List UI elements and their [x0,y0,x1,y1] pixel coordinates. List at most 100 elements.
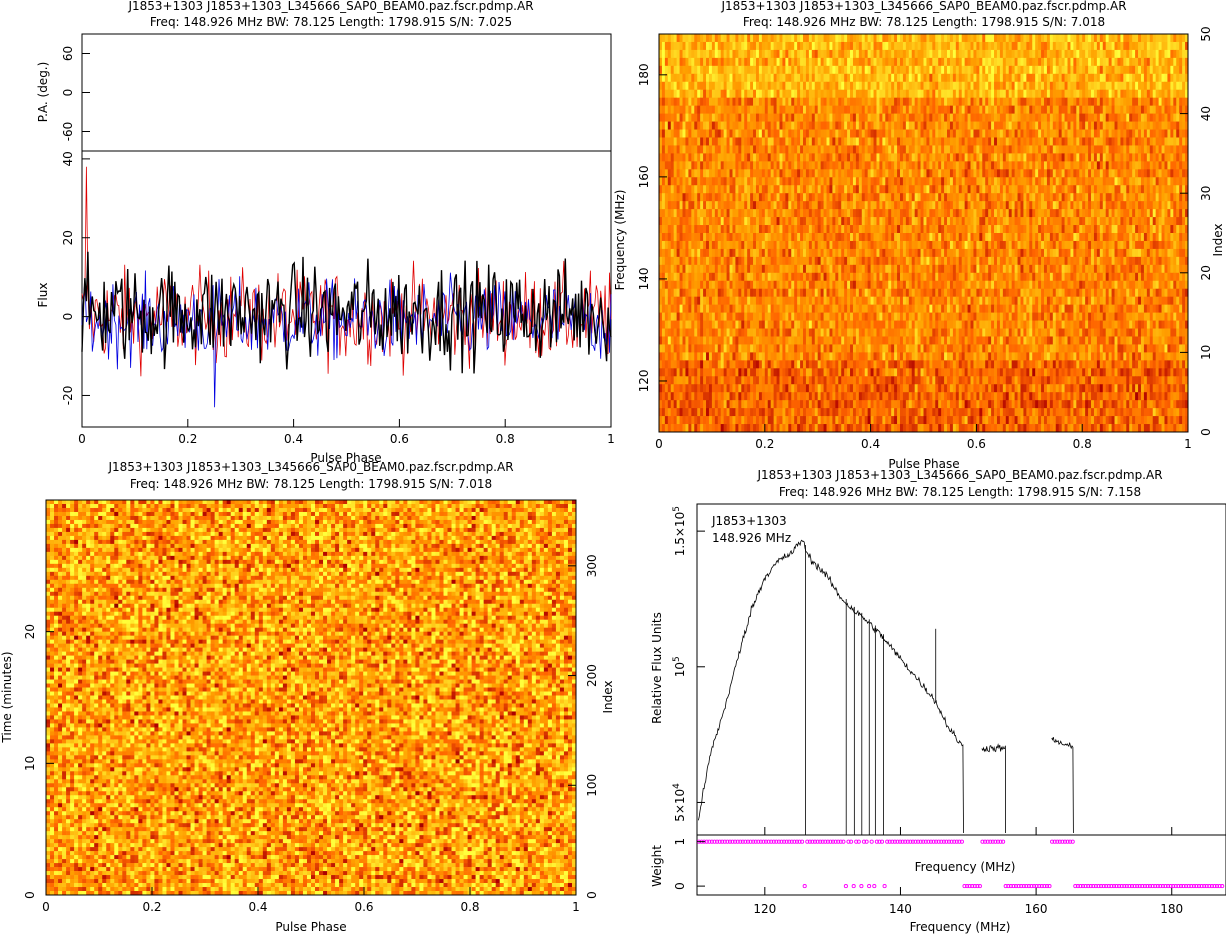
freqphase-cell [782,49,786,59]
freqphase-cell [1132,121,1136,130]
freqphase-cell [991,225,995,234]
freqphase-cell [908,73,913,83]
freqphase-cell [1085,129,1089,138]
freqphase-cell [1067,34,1071,43]
freqphase-cell [961,57,966,67]
freqphase-cell [747,185,751,194]
freqphase-cell [770,97,775,107]
freqphase-cell [891,73,895,83]
freqphase-cell [897,49,901,59]
freqphase-cell [735,185,739,194]
freqphase-cell [914,57,919,67]
freqphase-cell [982,89,986,99]
freqphase-cell [955,34,960,43]
freqphase-cell [1026,41,1030,51]
freqphase-cell [914,97,919,107]
freqphase-cell [729,185,733,194]
freqphase-cell [899,177,904,186]
freqphase-cell [1043,137,1048,146]
freqphase-cell [1173,113,1177,122]
freqphase-cell [894,41,898,51]
freqphase-cell [850,113,854,122]
freqphase-cell [767,177,772,186]
freqphase-cell [688,153,692,162]
freqphase-cell [1041,169,1045,178]
freqphase-cell [1102,209,1107,218]
freqphase-cell [779,145,783,154]
freqphase-cell [894,169,898,178]
freqphase-cell [676,193,680,202]
freqphase-cell [902,169,907,178]
freqphase-cell [1046,89,1051,99]
freqphase-cell [776,233,780,242]
freqphase-cell [697,81,701,91]
freqphase-cell [782,41,786,51]
freqphase-cell [1035,89,1039,99]
freqphase-cell [726,113,730,122]
freqphase-cell [1120,81,1124,91]
freqphase-cell [949,169,954,178]
freqphase-cell [1179,185,1183,194]
freqphase-cell [885,49,889,59]
freqphase-cell [788,145,792,154]
freqphase-cell [1152,161,1157,170]
freqphase-cell [679,97,683,107]
freqphase-cell [1149,193,1154,202]
freqphase-cell [1111,34,1115,43]
freqphase-cell [679,153,683,162]
freqphase-cell [923,240,927,250]
freqphase-cell [808,121,813,130]
freqphase-cell [723,89,727,99]
freqphase-cell [1008,201,1013,210]
freqphase-cell [1149,34,1154,43]
freqphase-cell [1091,145,1095,154]
freqphase-cell [1011,65,1016,75]
freqphase-cell [817,169,822,178]
freqphase-cell [902,97,907,107]
freqphase-cell [761,89,766,99]
freqphase-cell [1041,41,1045,51]
freqphase-cell [1067,193,1071,202]
freqphase-cell [891,217,895,226]
freqphase-cell [914,193,919,202]
freqphase-cell [1002,161,1007,170]
freqphase-cell [864,161,869,170]
freqphase-cell [1161,169,1165,178]
freqphase-cell [1176,185,1180,194]
freqphase-cell [952,153,957,162]
freqphase-cell [1035,113,1039,122]
freqphase-cell [1111,81,1115,91]
freqphase-cell [770,49,775,59]
freqphase-cell [697,41,701,51]
freqphase-cell [1038,201,1042,210]
freqphase-cell [902,185,907,194]
freqphase-cell [835,193,839,202]
freqphase-cell [779,248,783,258]
freqphase-cell [1114,209,1118,218]
freqphase-cell [685,169,689,178]
freqphase-cell [673,185,678,194]
freqphase-cell [967,129,971,138]
freqphase-cell [973,41,977,51]
freqphase-cell [703,105,707,114]
freqphase-cell [1143,81,1148,91]
freqphase-cell [914,225,919,234]
freqphase-cell [1105,240,1110,250]
freqphase-cell [1046,169,1051,178]
freqphase-cell [1161,129,1165,138]
freqphase-cell [1096,201,1101,210]
freqphase-cell [1038,177,1042,186]
freqphase-cell [1002,193,1007,202]
freqphase-cell [835,185,839,194]
freqphase-cell [773,41,777,51]
freqphase-cell [1061,73,1065,83]
freqphase-cell [664,233,669,242]
freqphase-cell [955,161,960,170]
freqphase-cell [926,217,930,226]
freqphase-cell [1099,201,1104,210]
freqphase-cell [1046,129,1051,138]
freqphase-cell [1138,177,1142,186]
freqphase-cell [1111,240,1115,250]
freqphase-cell [785,49,789,59]
freqphase-cell [976,233,980,242]
